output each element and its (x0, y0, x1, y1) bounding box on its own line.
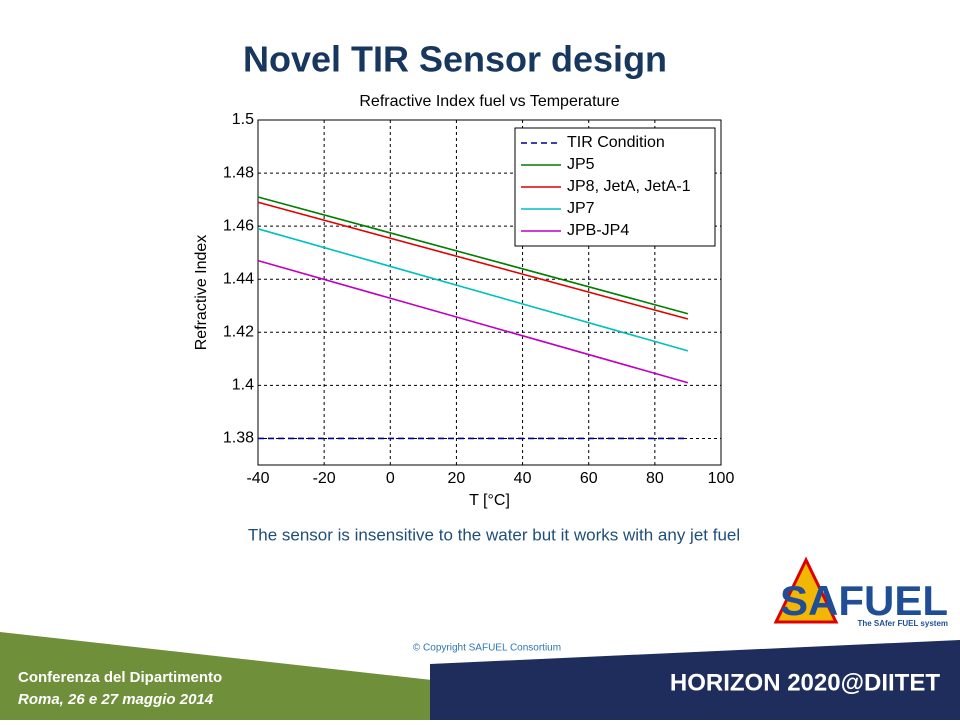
footer-brand: HORIZON 2020@DIITET (670, 669, 940, 696)
legend-label: JP7 (567, 200, 595, 217)
series-line (257, 259, 689, 384)
footer-band-dark (430, 640, 960, 720)
legend-label: TIR Condition (567, 134, 665, 151)
y-tick-label: 1.46 (223, 217, 254, 234)
x-tick-label: 60 (580, 470, 598, 487)
y-tick-label: 1.4 (232, 377, 254, 394)
x-tick-label: 40 (514, 470, 532, 487)
slide-title: Novel TIR Sensor design (243, 39, 667, 80)
logo-triangle (773, 556, 839, 624)
footer-band (0, 632, 450, 720)
x-tick-label: 20 (448, 470, 466, 487)
footer-text: Roma, 26 e 27 maggio 2014 (18, 691, 214, 708)
chart-title: Refractive Index fuel vs Temperature (359, 93, 619, 110)
chart: -40 -20 0 20 40 60 80 100 1.38 1.4 1.42 1.44 1.46 1.4… (193, 93, 734, 509)
logo-tagline: The SAfer FUEL system (857, 619, 948, 628)
y-tick-label: 1.42 (223, 324, 254, 341)
legend-label: JPB-JP4 (567, 222, 629, 239)
y-tick-label: 1.48 (223, 164, 254, 181)
y-tick-label: 1.38 (223, 430, 254, 447)
logo-name: SAFUEL (780, 577, 948, 624)
y-tick-label: 1.5 (232, 111, 254, 128)
x-tick-label: 80 (646, 470, 664, 487)
plot-frame (257, 119, 722, 466)
copyright: © Copyright SAFUEL Consortium (413, 643, 561, 654)
y-tick-label: 1.44 (223, 270, 254, 287)
x-tick-label: 0 (386, 470, 395, 487)
series-line (257, 228, 689, 352)
x-tick-label: -20 (313, 470, 336, 487)
legend-label: JP8, JetA, JetA-1 (567, 178, 691, 195)
series-line (257, 196, 689, 315)
footer-text: Conferenza del Dipartimento (18, 669, 222, 686)
x-tick-label: -40 (246, 470, 269, 487)
caption: The sensor is insensitive to the water b… (248, 525, 740, 544)
x-axis-label: T [°C] (469, 492, 510, 509)
legend-label: JP5 (567, 156, 595, 173)
y-axis-label: Refractive Index (193, 235, 210, 351)
series-line (257, 201, 689, 320)
x-tick-label: 100 (708, 470, 735, 487)
